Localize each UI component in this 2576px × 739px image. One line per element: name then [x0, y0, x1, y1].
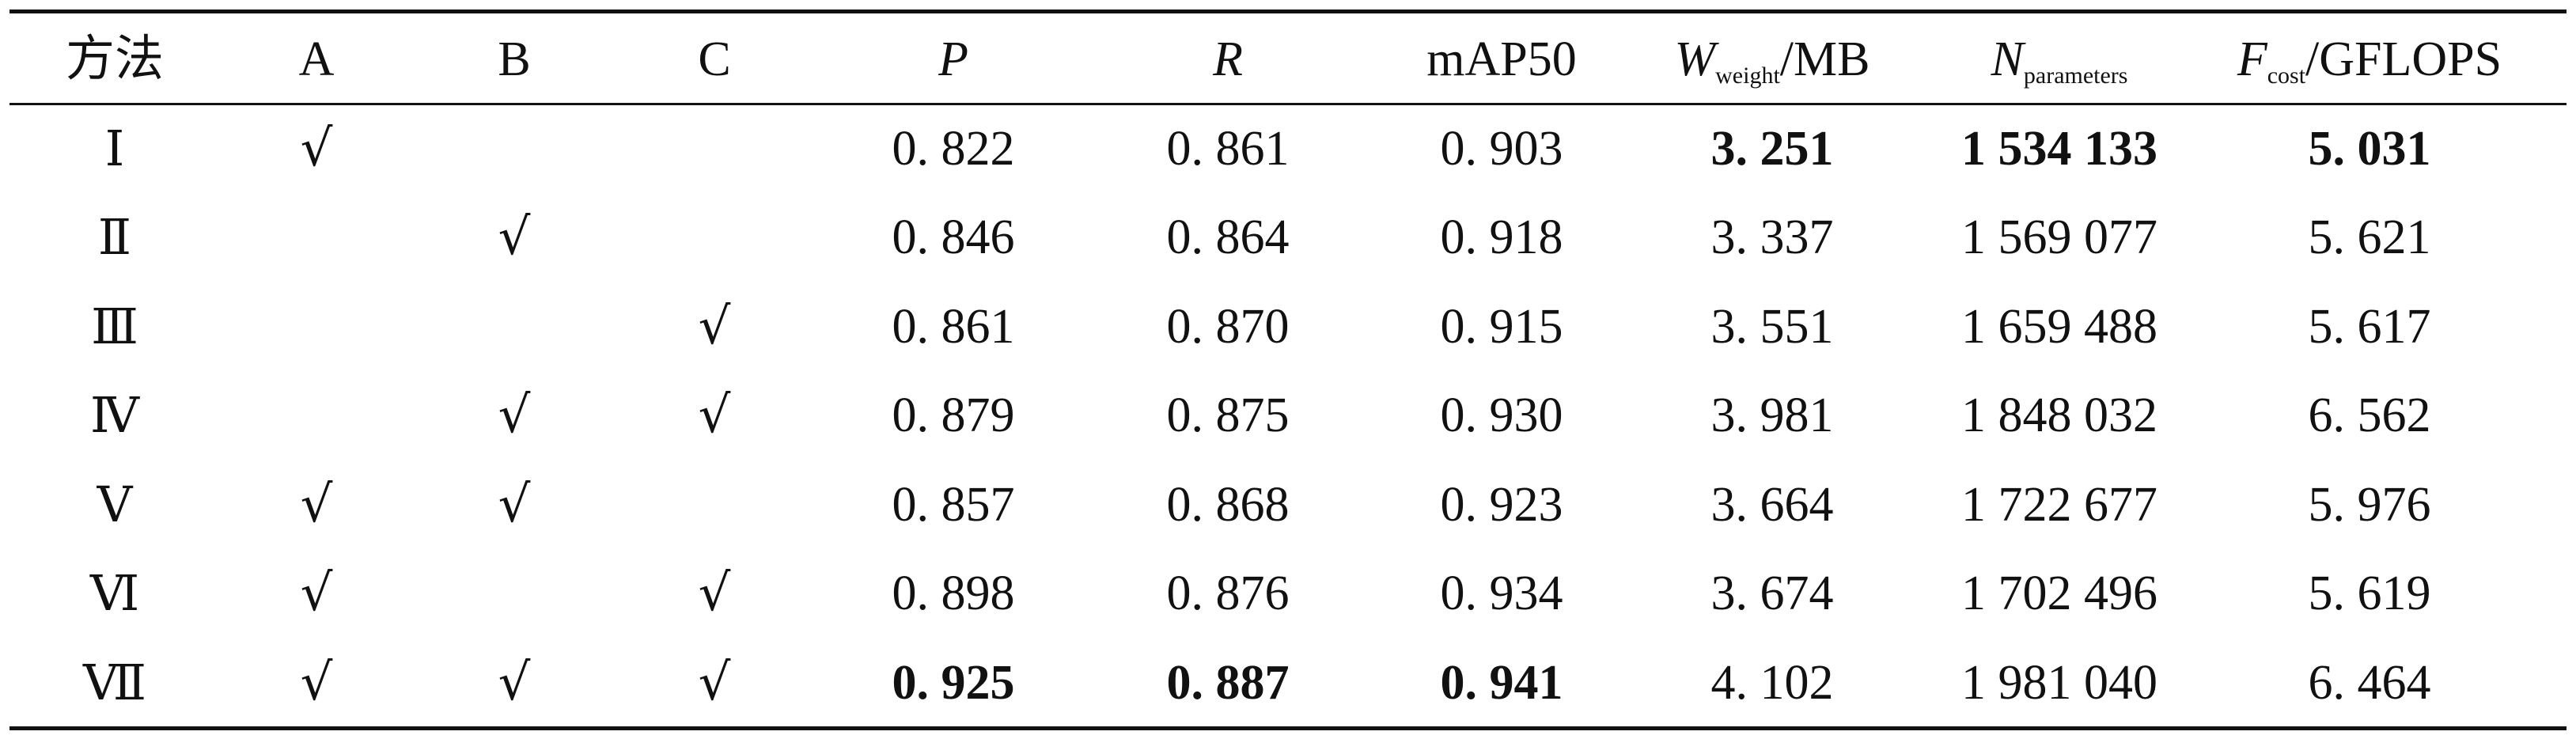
cell-params: 1 534 133: [1961, 122, 2157, 176]
cell-method: Ⅲ: [91, 297, 138, 355]
cell-weight: 3. 551: [1710, 300, 1834, 354]
header-cost-symbol: F: [2237, 32, 2267, 86]
cell-cost: 5. 621: [2308, 210, 2431, 264]
cell-c: √: [698, 654, 731, 712]
cell-map50: 0. 930: [1440, 388, 1563, 442]
cell-r: 0. 864: [1166, 210, 1290, 264]
cell-r: 0. 887: [1166, 656, 1290, 710]
cell-r: 0. 870: [1166, 300, 1290, 354]
table-top-rule: [9, 9, 2567, 13]
cell-c: √: [698, 297, 731, 356]
cell-b: √: [498, 476, 531, 534]
cell-params: 1 722 677: [1961, 478, 2157, 532]
cell-method: Ⅵ: [89, 564, 140, 622]
header-b: B: [498, 32, 531, 86]
cell-p: 0. 898: [892, 567, 1015, 620]
table-header-rule: [9, 103, 2567, 105]
cell-p: 0. 879: [892, 388, 1015, 442]
header-cost: Fcost/GFLOPS: [2237, 20, 2502, 99]
cell-a: √: [300, 476, 333, 534]
header-cost-subscript: cost: [2267, 63, 2306, 89]
header-c: C: [698, 32, 731, 86]
cell-weight: 4. 102: [1710, 656, 1834, 710]
cell-r: 0. 868: [1166, 478, 1290, 532]
cell-p: 0. 857: [892, 478, 1015, 532]
header-params-subscript: parameters: [2023, 63, 2128, 89]
cell-params: 1 981 040: [1961, 656, 2157, 710]
header-params: Nparameters: [1991, 20, 2128, 99]
cell-method: Ⅰ: [104, 119, 125, 177]
cell-params: 1 848 032: [1961, 388, 2157, 442]
cell-weight: 3. 251: [1710, 122, 1834, 176]
cell-weight: 3. 674: [1710, 567, 1834, 620]
cell-params: 1 569 077: [1961, 210, 2157, 264]
cell-r: 0. 861: [1166, 122, 1290, 176]
cell-params: 1 659 488: [1961, 300, 2157, 354]
cell-b: √: [498, 654, 531, 712]
cell-r: 0. 875: [1166, 388, 1290, 442]
cell-p: 0. 925: [892, 656, 1015, 710]
cell-weight: 3. 337: [1710, 210, 1834, 264]
cell-method: Ⅳ: [90, 386, 139, 444]
header-weight: Wweight/MB: [1674, 20, 1869, 99]
cell-p: 0. 846: [892, 210, 1015, 264]
cell-cost: 5. 619: [2308, 567, 2431, 620]
header-p: P: [938, 32, 968, 86]
cell-cost: 5. 976: [2308, 478, 2431, 532]
cell-weight: 3. 664: [1710, 478, 1834, 532]
cell-c: √: [698, 564, 731, 623]
table-bottom-rule: [9, 726, 2567, 730]
header-weight-unit: /MB: [1779, 32, 1870, 86]
cell-cost: 6. 464: [2308, 656, 2431, 710]
cell-p: 0. 822: [892, 122, 1015, 176]
cell-cost: 6. 562: [2308, 388, 2431, 442]
header-r: R: [1213, 32, 1243, 86]
cell-map50: 0. 903: [1440, 122, 1563, 176]
cell-weight: 3. 981: [1710, 388, 1834, 442]
header-a: A: [298, 32, 335, 86]
header-map50: mAP50: [1426, 32, 1577, 86]
cell-method: Ⅴ: [97, 476, 133, 533]
cell-map50: 0. 934: [1440, 567, 1563, 620]
cell-a: √: [300, 119, 333, 178]
cell-a: √: [300, 564, 333, 623]
cell-p: 0. 861: [892, 300, 1015, 354]
header-cost-unit: /GFLOPS: [2305, 32, 2502, 86]
cell-b: √: [498, 386, 531, 445]
cell-b: √: [498, 208, 531, 267]
cell-c: √: [698, 386, 731, 445]
cell-cost: 5. 617: [2308, 300, 2431, 354]
cell-a: √: [300, 654, 333, 712]
header-weight-symbol: W: [1674, 32, 1716, 86]
cell-method: Ⅶ: [82, 654, 147, 711]
cell-map50: 0. 915: [1440, 300, 1563, 354]
cell-map50: 0. 941: [1440, 656, 1563, 710]
cell-map50: 0. 918: [1440, 210, 1563, 264]
cell-params: 1 702 496: [1961, 567, 2157, 620]
header-params-symbol: N: [1991, 32, 2024, 86]
header-method: 方法: [65, 32, 165, 86]
cell-r: 0. 876: [1166, 567, 1290, 620]
cell-cost: 5. 031: [2308, 122, 2431, 176]
header-weight-subscript: weight: [1715, 63, 1780, 89]
cell-map50: 0. 923: [1440, 478, 1563, 532]
cell-method: Ⅱ: [97, 208, 132, 266]
